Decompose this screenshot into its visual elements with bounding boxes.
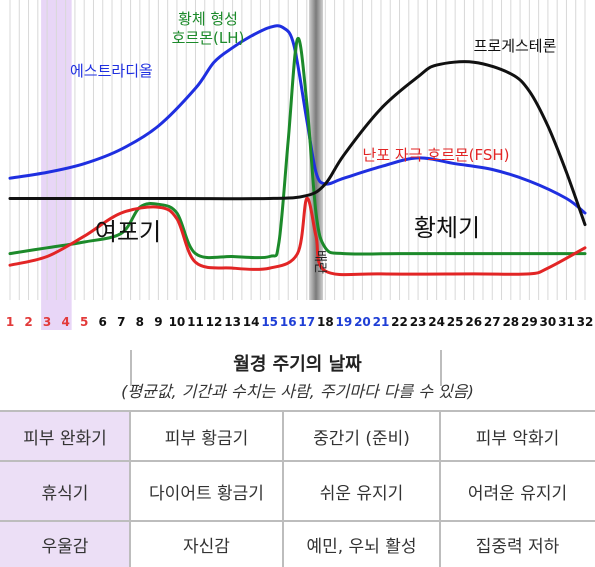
table-divider <box>130 350 132 386</box>
x-tick-label: 21 <box>373 315 390 329</box>
table-title: 월경 주기의 날짜 <box>233 354 362 375</box>
series-label-lh: 황체 형성 <box>178 10 238 28</box>
table-cell: 쉬운 유지기 <box>283 462 440 520</box>
x-tick-label: 5 <box>80 315 88 329</box>
series-label-estradiol: 에스트라디올 <box>70 62 153 80</box>
x-tick-label: 4 <box>61 315 69 329</box>
table-cell-text: 쉬운 유지기 <box>319 483 404 504</box>
x-tick-label: 18 <box>317 315 334 329</box>
x-tick-label: 23 <box>410 315 427 329</box>
table-cell: 피부 악화기 <box>440 412 595 460</box>
x-tick-label: 3 <box>43 315 51 329</box>
series-lines <box>8 24 587 277</box>
table-divider <box>129 412 131 567</box>
series-line-lh <box>8 37 587 260</box>
table-cell-text: 피부 악화기 <box>475 428 560 449</box>
x-tick-label: 9 <box>154 315 162 329</box>
x-tick-label: 6 <box>99 315 107 329</box>
table-cell: 휴식기 <box>0 462 130 520</box>
x-tick-label: 25 <box>447 315 464 329</box>
phase-label: 여포기 <box>95 218 161 246</box>
x-tick-label: 27 <box>484 315 501 329</box>
x-tick-label: 10 <box>169 315 186 329</box>
series-line-progesterone <box>8 60 587 227</box>
table-cell-text: 다이어트 황금기 <box>149 483 264 504</box>
x-tick-label: 20 <box>354 315 371 329</box>
x-tick-label: 32 <box>577 315 594 329</box>
table-cell-text: 중간기 (준비) <box>313 428 410 449</box>
ovulation-label: 배란 <box>312 250 327 274</box>
table-cell-text: 휴식기 <box>41 483 89 504</box>
series-label-progesterone: 프로게스테론 <box>474 37 557 55</box>
x-tick-label: 24 <box>428 315 445 329</box>
series-label-fsh: 난포 자극 호르몬(FSH) <box>362 146 509 164</box>
series-line-fsh <box>8 196 587 277</box>
x-tick-label: 17 <box>298 315 315 329</box>
x-tick-label: 28 <box>502 315 519 329</box>
x-tick-label: 19 <box>336 315 353 329</box>
table-cell: 다이어트 황금기 <box>130 462 283 520</box>
table-cell: 중간기 (준비) <box>283 412 440 460</box>
x-tick-label: 31 <box>558 315 575 329</box>
phase-label: 황체기 <box>414 214 480 242</box>
x-tick-label: 11 <box>187 315 204 329</box>
table-divider <box>0 410 595 412</box>
x-tick-label: 7 <box>117 315 125 329</box>
x-tick-label: 26 <box>465 315 482 329</box>
x-tick-label: 14 <box>243 315 260 329</box>
table-cell: 우울감 <box>0 522 130 567</box>
x-tick-label: 1 <box>6 315 14 329</box>
table-cell-text: 예민, 우뇌 활성 <box>306 537 417 557</box>
table-subtitle: (평균값, 기간과 수치는 사람, 주기마다 다를 수 있음) <box>121 382 474 401</box>
table-cell-text: 어려운 유지기 <box>467 483 568 504</box>
x-tick-label: 12 <box>206 315 223 329</box>
x-tick-label: 2 <box>24 315 32 329</box>
x-tick-label: 22 <box>391 315 408 329</box>
table-cell: 집중력 저하 <box>440 522 595 567</box>
table-divider <box>282 412 284 567</box>
table-cell-text: 피부 완화기 <box>23 428 107 449</box>
table-divider <box>439 412 441 567</box>
x-tick-label: 30 <box>540 315 557 329</box>
table-cell: 예민, 우뇌 활성 <box>283 522 440 567</box>
series-label-lh: 호르몬(LH) <box>172 29 245 47</box>
table-cell-text: 우울감 <box>41 537 89 557</box>
table-cell-text: 피부 황금기 <box>164 428 249 449</box>
x-tick-label: 15 <box>261 315 278 329</box>
table-cell: 피부 황금기 <box>130 412 283 460</box>
x-tick-label: 29 <box>521 315 538 329</box>
x-tick-labels: 1 2 3 4 5 6 7 8 9 10 11 12 13 14 15 16 17 18 19 20 21 22 23 24 2… <box>6 315 594 329</box>
series-line-estradiol <box>8 24 587 215</box>
table-cell-text: 집중력 저하 <box>475 537 560 557</box>
table-divider <box>440 350 442 386</box>
table-cell: 어려운 유지기 <box>440 462 595 520</box>
table-divider <box>0 520 595 522</box>
x-tick-label: 16 <box>280 315 297 329</box>
x-tick-label: 8 <box>136 315 144 329</box>
x-tick-label: 13 <box>224 315 241 329</box>
table-cell-text: 자신감 <box>183 537 230 557</box>
table-cell: 자신감 <box>130 522 283 567</box>
table-cell: 피부 완화기 <box>0 412 130 460</box>
table-divider <box>0 460 595 462</box>
